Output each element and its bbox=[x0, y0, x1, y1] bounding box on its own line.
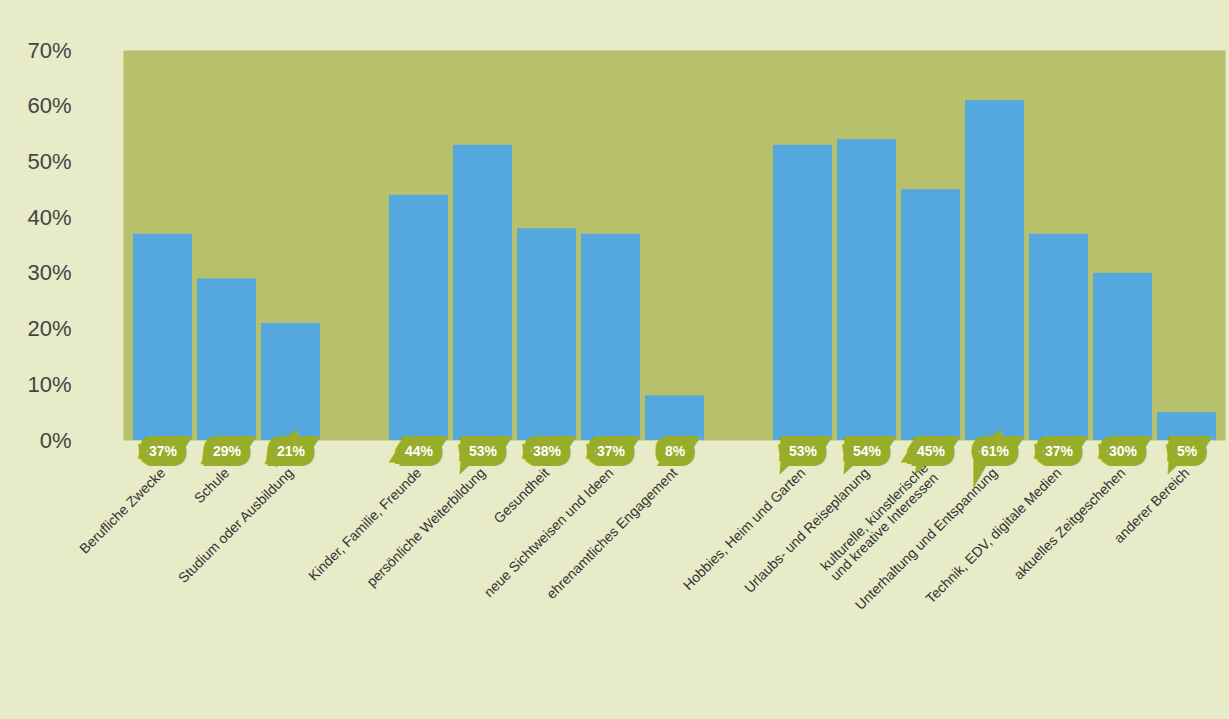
svg-text:40%: 40% bbox=[27, 205, 71, 230]
svg-text:neue Sichtweisen und Ideen: neue Sichtweisen und Ideen bbox=[481, 464, 617, 600]
svg-text:45%: 45% bbox=[917, 443, 946, 459]
svg-text:kulturelle, künstlerischeund k: kulturelle, künstlerischeund kreative In… bbox=[817, 459, 941, 583]
svg-text:Hobbies, Heim und Garten: Hobbies, Heim und Garten bbox=[680, 464, 809, 593]
svg-text:anderer Bereich: anderer Bereich bbox=[1111, 464, 1193, 546]
svg-text:21%: 21% bbox=[277, 443, 306, 459]
svg-text:60%: 60% bbox=[27, 93, 71, 118]
svg-text:53%: 53% bbox=[469, 443, 498, 459]
svg-text:Urlaubs- und Reiseplanung: Urlaubs- und Reiseplanung bbox=[741, 464, 873, 596]
svg-text:Kinder, Familie, Freunde: Kinder, Familie, Freunde bbox=[305, 464, 424, 583]
svg-text:37%: 37% bbox=[149, 443, 178, 459]
svg-text:Berufliche Zwecke: Berufliche Zwecke bbox=[76, 464, 168, 556]
svg-text:Technik, EDV, digitale Medien: Technik, EDV, digitale Medien bbox=[922, 464, 1064, 606]
svg-text:53%: 53% bbox=[789, 443, 818, 459]
svg-text:54%: 54% bbox=[853, 443, 882, 459]
svg-text:38%: 38% bbox=[533, 443, 562, 459]
svg-text:aktuelles Zeitgeschehen: aktuelles Zeitgeschehen bbox=[1010, 464, 1128, 582]
svg-text:persönliche Weiterbildung: persönliche Weiterbildung bbox=[363, 464, 488, 589]
svg-text:20%: 20% bbox=[27, 316, 71, 341]
svg-text:30%: 30% bbox=[1109, 443, 1138, 459]
svg-text:44%: 44% bbox=[405, 443, 434, 459]
svg-text:29%: 29% bbox=[213, 443, 242, 459]
svg-text:37%: 37% bbox=[1045, 443, 1074, 459]
svg-text:5%: 5% bbox=[1177, 443, 1198, 459]
svg-text:8%: 8% bbox=[665, 443, 686, 459]
svg-text:61%: 61% bbox=[981, 443, 1010, 459]
svg-text:0%: 0% bbox=[40, 428, 72, 453]
svg-text:Studium oder Ausbildung: Studium oder Ausbildung bbox=[175, 464, 296, 585]
svg-text:Unterhaltung und Entspannung: Unterhaltung und Entspannung bbox=[851, 464, 1001, 613]
svg-text:Schule: Schule bbox=[191, 464, 233, 506]
svg-text:70%: 70% bbox=[27, 38, 71, 63]
svg-text:30%: 30% bbox=[27, 260, 71, 285]
svg-text:37%: 37% bbox=[597, 443, 626, 459]
svg-text:10%: 10% bbox=[27, 372, 71, 397]
svg-text:50%: 50% bbox=[27, 149, 71, 174]
svg-text:ehrenamtliches Engagement: ehrenamtliches Engagement bbox=[543, 464, 680, 601]
svg-text:Gesundheit: Gesundheit bbox=[490, 464, 552, 526]
